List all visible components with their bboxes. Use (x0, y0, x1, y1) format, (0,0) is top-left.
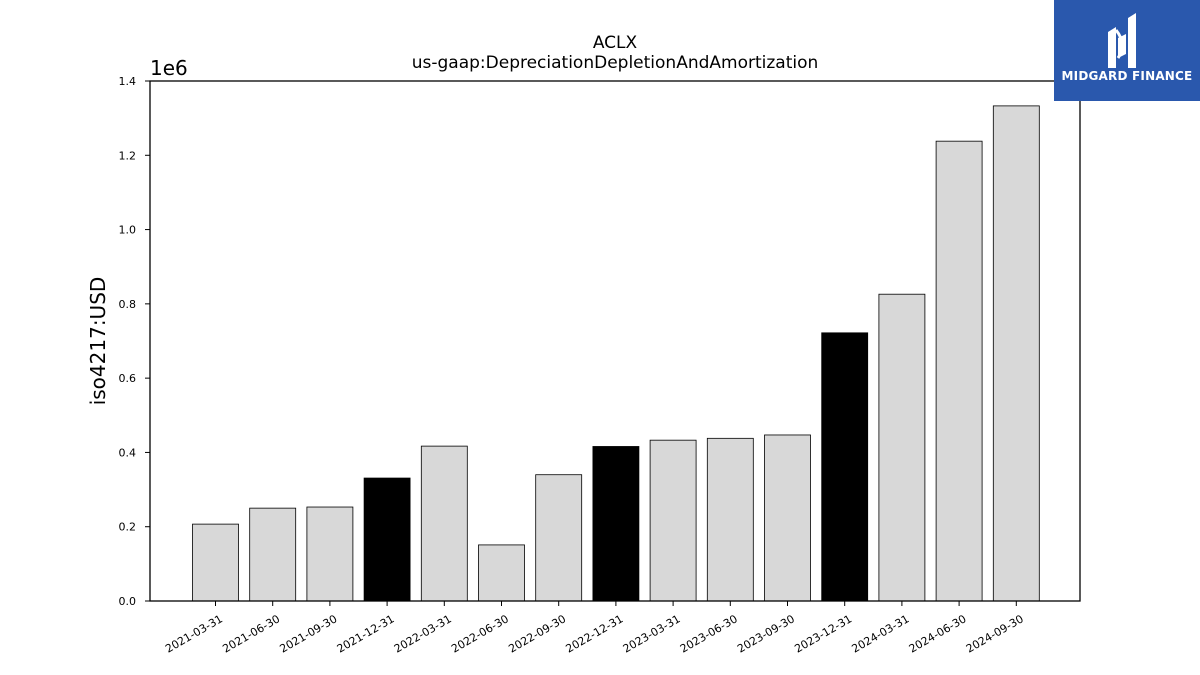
x-tick-label: 2024-09-30 (964, 612, 1026, 655)
x-tick-label: 2022-09-30 (506, 612, 568, 655)
x-tick-label: 2024-06-30 (907, 612, 969, 655)
bar-2022-03-31 (420, 445, 468, 602)
bar-2021-12-31 (363, 477, 411, 602)
y-tick-label: 0.8 (119, 298, 137, 311)
bar-2023-09-30 (764, 434, 811, 602)
midgard-logo-icon (1108, 13, 1136, 68)
bar-2021-06-30 (249, 507, 297, 602)
x-tick-label: 2023-09-30 (735, 612, 797, 655)
x-tick-label: 2023-06-30 (678, 612, 740, 655)
x-axis-ticks: 2021-03-312021-06-302021-09-302021-12-31… (163, 601, 1026, 656)
bar-2024-09-30 (992, 105, 1040, 602)
chart-subtitle: us-gaap:DepreciationDepletionAndAmortiza… (412, 53, 819, 73)
bars-group (192, 105, 1040, 602)
bar-2021-03-31 (192, 523, 239, 602)
x-tick-label: 2021-09-30 (278, 612, 340, 655)
x-tick-label: 2022-03-31 (392, 612, 454, 655)
y-tick-label: 1.4 (119, 75, 137, 88)
bar-2022-12-31 (592, 446, 640, 602)
x-tick-label: 2022-06-30 (449, 612, 511, 655)
y-tick-label: 0.0 (119, 595, 137, 608)
chart-title: ACLX (593, 33, 638, 53)
plot-frame (149, 80, 1081, 602)
bar-2024-06-30 (935, 140, 983, 602)
bar-2023-12-31 (821, 332, 869, 602)
x-tick-label: 2021-06-30 (220, 612, 282, 655)
y-tick-label: 1.2 (119, 149, 137, 162)
x-tick-label: 2023-12-31 (792, 612, 854, 655)
bar-2022-09-30 (535, 474, 583, 602)
x-tick-label: 2021-03-31 (163, 612, 225, 655)
midgard-finance-logo: MIDGARD FINANCE (1054, 0, 1200, 101)
y-tick-label: 0.4 (119, 446, 137, 459)
bar-2021-09-30 (306, 506, 354, 602)
bar-2024-03-31 (878, 293, 926, 602)
y-tick-label: 1.0 (119, 224, 137, 237)
logo-text: MIDGARD FINANCE (1061, 69, 1193, 83)
y-axis-label: iso4217:USD (86, 277, 110, 406)
y-tick-label: 0.2 (119, 521, 137, 534)
y-tick-label: 0.6 (119, 372, 137, 385)
bar-2022-06-30 (478, 544, 525, 602)
y-axis-ticks: 0.0 0.2 0.4 0.6 0.8 1.0 1.2 1.4 (119, 75, 150, 608)
bar-2023-06-30 (706, 437, 754, 602)
x-tick-label: 2022-12-31 (564, 612, 626, 655)
y-axis-offset-label: 1e6 (150, 56, 188, 80)
x-tick-label: 2021-12-31 (335, 612, 397, 655)
bar-2023-03-31 (649, 439, 697, 602)
x-tick-label: 2024-03-31 (850, 612, 912, 655)
x-tick-label: 2023-03-31 (621, 612, 683, 655)
